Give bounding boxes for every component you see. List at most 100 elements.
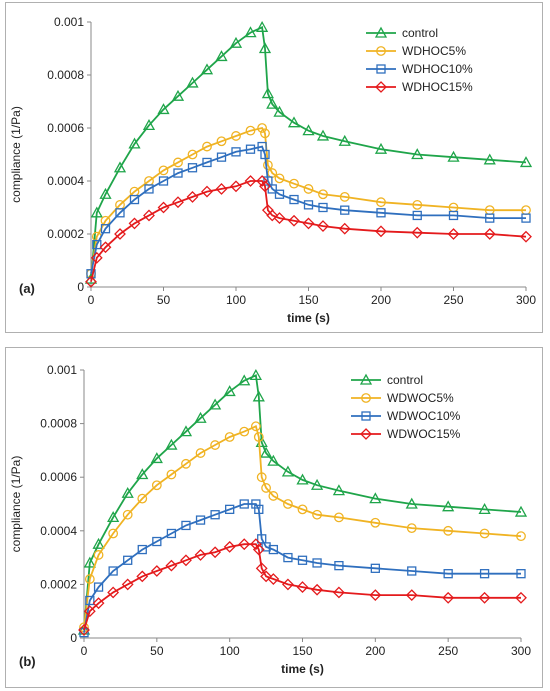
series-3-point bbox=[83, 605, 96, 618]
series-3-point bbox=[447, 228, 460, 240]
y-tick-label: 0.0004 bbox=[40, 524, 77, 538]
series-1-point bbox=[268, 491, 279, 501]
legend-label: WDHOC5% bbox=[402, 44, 466, 58]
series-1-point bbox=[166, 469, 177, 480]
series-0-point bbox=[447, 150, 460, 162]
series-2-point bbox=[251, 499, 261, 509]
y-tick-label: 0.0008 bbox=[40, 417, 77, 431]
series-3-point bbox=[317, 220, 329, 232]
series-1-point bbox=[256, 472, 267, 483]
series-0-point bbox=[128, 137, 141, 149]
series-1-point bbox=[283, 499, 293, 509]
series-2-group bbox=[79, 499, 526, 638]
series-1-point bbox=[181, 458, 191, 469]
x-tick-label: 300 bbox=[511, 644, 531, 658]
series-3-line bbox=[83, 543, 521, 631]
series-0-group bbox=[84, 20, 533, 284]
series-3-point bbox=[128, 217, 141, 230]
series-1-point bbox=[370, 517, 381, 528]
series-3-point bbox=[165, 559, 178, 572]
series-3-point bbox=[107, 586, 120, 599]
series-2-point bbox=[216, 152, 227, 162]
series-0-point bbox=[483, 153, 496, 165]
series-0-point bbox=[249, 369, 262, 381]
series-2-point bbox=[86, 269, 96, 279]
series-2-point bbox=[370, 563, 380, 573]
legend-label: control bbox=[402, 26, 438, 40]
series-0-point bbox=[244, 26, 257, 38]
series-3-point bbox=[252, 543, 265, 556]
series-0-point bbox=[179, 425, 193, 437]
series-2-point bbox=[173, 168, 183, 178]
series-2-point bbox=[85, 595, 95, 606]
series-3-point bbox=[201, 185, 213, 198]
series-3-point bbox=[515, 591, 527, 604]
series-3-point bbox=[483, 228, 496, 240]
series-3-group bbox=[85, 175, 532, 288]
series-0-group bbox=[77, 369, 528, 635]
series-3-point bbox=[259, 180, 271, 193]
series-0-point bbox=[338, 134, 351, 146]
series-2-point bbox=[516, 569, 526, 579]
series-1-point bbox=[406, 523, 417, 534]
series-0-point bbox=[332, 484, 346, 496]
series-0-point bbox=[316, 129, 330, 141]
series-2-point bbox=[129, 194, 140, 205]
series-2-point bbox=[92, 239, 102, 250]
series-3-point bbox=[238, 538, 251, 551]
series-2-point bbox=[443, 569, 453, 579]
series-2-point bbox=[289, 194, 299, 205]
series-0-point bbox=[150, 452, 163, 464]
series-1-point bbox=[216, 136, 227, 147]
series-0-point bbox=[208, 398, 222, 410]
x-tick-label: 300 bbox=[516, 293, 536, 307]
series-2-point bbox=[274, 189, 285, 199]
x-axis-label: time (s) bbox=[281, 662, 324, 676]
series-1-point bbox=[303, 184, 314, 194]
series-3-point bbox=[143, 209, 155, 222]
legend-marker bbox=[359, 373, 373, 385]
series-0-point bbox=[121, 486, 134, 498]
series-1-point bbox=[297, 504, 308, 515]
series-0-point bbox=[107, 511, 120, 523]
series-3-point bbox=[230, 180, 242, 193]
series-1-point bbox=[202, 141, 212, 152]
series-2-group bbox=[86, 141, 531, 279]
series-0-point bbox=[92, 537, 105, 549]
series-1-point bbox=[274, 173, 285, 184]
series-1-point bbox=[122, 509, 133, 520]
legend: control WDHOC5% WDHOC10% WDHOC15% bbox=[366, 26, 473, 94]
series-0-point bbox=[77, 623, 91, 635]
series-2-point bbox=[260, 149, 270, 160]
x-tick-label: 50 bbox=[157, 293, 171, 307]
series-3-point bbox=[249, 538, 262, 551]
series-2-point bbox=[231, 147, 241, 157]
series-3-point bbox=[244, 175, 257, 187]
panel-label: (a) bbox=[19, 281, 35, 296]
series-0-point bbox=[478, 503, 491, 515]
series-3-point bbox=[375, 225, 387, 238]
x-tick-label: 250 bbox=[443, 293, 463, 307]
series-2-point bbox=[93, 582, 104, 592]
series-0-point bbox=[259, 446, 273, 458]
series-0-point bbox=[171, 89, 185, 101]
series-3-point bbox=[256, 175, 269, 187]
series-0-point bbox=[252, 390, 265, 402]
series-2-point bbox=[283, 552, 293, 563]
series-3-point bbox=[114, 228, 126, 240]
series-3-line bbox=[90, 180, 527, 282]
series-0-point bbox=[99, 187, 112, 199]
series-3-point bbox=[194, 549, 207, 561]
series-3-point bbox=[150, 565, 163, 577]
series-2-point bbox=[340, 205, 350, 215]
series-3-point bbox=[99, 241, 112, 254]
series-0-point bbox=[310, 478, 324, 490]
series-0-point bbox=[157, 103, 170, 115]
series-2-point bbox=[407, 566, 417, 576]
y-tick-label: 0 bbox=[70, 631, 77, 645]
series-2-point bbox=[166, 528, 177, 539]
series-3-point bbox=[180, 554, 192, 567]
series-1-point bbox=[224, 432, 235, 442]
series-1-point bbox=[479, 528, 490, 539]
series-0-point bbox=[405, 497, 418, 509]
